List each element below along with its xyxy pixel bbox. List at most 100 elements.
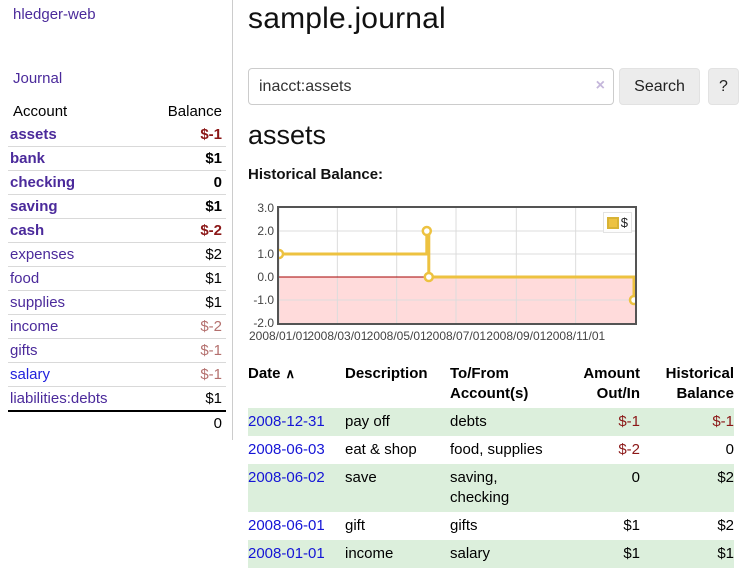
account-name-cell: assets [8, 123, 145, 147]
register-accounts: gifts [450, 517, 478, 534]
account-link-cash[interactable]: cash [10, 222, 45, 239]
search-button[interactable]: Search [619, 68, 700, 105]
account-link-supplies[interactable]: supplies [10, 294, 66, 311]
accounts-header-account: Account [13, 103, 68, 120]
y-tick-label: 0.0 [257, 270, 274, 284]
register-date-cell: 2008-01-01 [248, 540, 345, 568]
account-name-cell: food [8, 267, 145, 291]
account-link-food[interactable]: food [10, 270, 40, 287]
register-balance: $1 [717, 545, 734, 562]
x-tick-label: 2008/09/01 [486, 329, 547, 343]
account-link-liabilities-debts[interactable]: liabilities:debts [10, 390, 108, 407]
account-link-income[interactable]: income [10, 318, 59, 335]
accounts-balance-table: Account Balance assets $-1 bank $1 checking 0… [8, 100, 226, 435]
account-balance: $-1 [200, 366, 222, 383]
legend-label: $ [620, 215, 628, 230]
account-link-assets[interactable]: assets [10, 126, 57, 143]
y-tick-label: -1.0 [253, 293, 274, 307]
register-header-date-label: Date [248, 365, 281, 382]
register-table: Date ∧ Description To/From Account(s) Amo… [248, 360, 734, 568]
register-balance: $-1 [712, 413, 734, 430]
register-balance: $2 [717, 517, 734, 534]
register-row: 2008-01-01 income salary $1 $1 [248, 540, 734, 568]
register-row: 2008-12-31 pay off debts $-1 $-1 [248, 408, 734, 436]
account-balance: 0 [213, 174, 222, 191]
register-header-description: Description [345, 365, 428, 382]
register-description: gift [345, 517, 366, 534]
search-input[interactable] [248, 68, 614, 105]
account-name-cell: checking [8, 171, 145, 195]
search-box: × [248, 68, 614, 105]
x-tick-label: 2008/03/01 [307, 329, 368, 343]
x-tick-label: 2008/05/01 [366, 329, 427, 343]
account-row: food $1 [8, 266, 226, 291]
transaction-date-link[interactable]: 2008-06-01 [248, 517, 325, 534]
account-link-salary[interactable]: salary [10, 366, 51, 383]
register-description: eat & shop [345, 441, 417, 458]
account-balance: $1 [205, 150, 222, 167]
data-point-marker[interactable] [279, 248, 285, 260]
account-name-cell: gifts [8, 339, 145, 363]
account-link-checking[interactable]: checking [10, 174, 76, 191]
account-balance: $1 [205, 294, 222, 311]
sidebar-item-journal[interactable]: Journal [13, 70, 63, 87]
register-amount: $-1 [618, 413, 640, 430]
register-date-cell: 2008-06-03 [248, 436, 345, 464]
account-name-cell: supplies [8, 291, 145, 315]
app-brand-link[interactable]: hledger-web [13, 6, 96, 23]
clear-search-icon[interactable]: × [595, 77, 605, 94]
transaction-date-link[interactable]: 2008-06-03 [248, 441, 325, 458]
register-accounts: salary [450, 545, 491, 562]
accounts-header-row: Account Balance [8, 100, 226, 123]
account-link-saving[interactable]: saving [10, 198, 58, 215]
register-header-amount: Amount Out/In [583, 365, 640, 402]
data-point-marker[interactable] [423, 271, 435, 283]
register-date-cell: 2008-12-31 [248, 408, 345, 436]
account-name-cell: salary [8, 363, 145, 387]
chart-heading: Historical Balance: [248, 166, 384, 183]
transaction-date-link[interactable]: 2008-01-01 [248, 545, 325, 562]
account-row: assets $-1 [8, 123, 226, 147]
register-balance: 0 [725, 441, 734, 458]
register-amount: $1 [623, 545, 640, 562]
register-description: pay off [345, 413, 390, 430]
account-link-bank[interactable]: bank [10, 150, 46, 167]
account-name-cell: cash [8, 219, 145, 243]
search-bar: × Search ? [248, 68, 739, 105]
accounts-total-value: 0 [213, 415, 222, 432]
account-link-expenses[interactable]: expenses [10, 246, 75, 263]
chart-canvas[interactable] [279, 208, 635, 323]
account-row: liabilities:debts $1 [8, 386, 226, 412]
data-point-marker[interactable] [421, 225, 433, 237]
help-button[interactable]: ? [708, 68, 739, 105]
x-tick-label: 2008/07/01 [425, 329, 487, 343]
register-description: income [345, 545, 394, 562]
chart-plot-area[interactable]: $ [277, 206, 637, 325]
sort-asc-icon: ∧ [285, 366, 296, 381]
data-point-marker[interactable] [628, 294, 635, 306]
x-tick-label: 2008/11/01 [546, 329, 606, 343]
accounts-total-row: 0 [8, 411, 226, 435]
register-row: 2008-06-01 gift gifts $1 $2 [248, 512, 734, 540]
account-row: cash $-2 [8, 218, 226, 243]
register-header-date[interactable]: Date ∧ [248, 360, 345, 408]
page-title: sample.journal [248, 2, 446, 35]
sidebar: hledger-web Journal Account Balance asse… [0, 0, 233, 440]
register-date-cell: 2008-06-01 [248, 512, 345, 540]
account-link-gifts[interactable]: gifts [10, 342, 38, 359]
main-content: sample.journal × Search ? assets Histori… [248, 0, 739, 582]
transaction-date-link[interactable]: 2008-06-02 [248, 469, 325, 486]
chart-legend: $ [602, 212, 632, 233]
account-row: bank $1 [8, 146, 226, 171]
transaction-date-link[interactable]: 2008-12-31 [248, 413, 325, 430]
register-amount: $-2 [618, 441, 640, 458]
register-row: 2008-06-02 save saving, checking 0 $2 [248, 464, 734, 512]
register-description: save [345, 469, 377, 486]
register-header-accounts: To/From Account(s) [450, 365, 529, 402]
register-amount: $1 [623, 517, 640, 534]
register-row: 2008-06-03 eat & shop food, supplies $-2 0 [248, 436, 734, 464]
account-balance: $2 [205, 246, 222, 263]
accounts-header-balance: Balance [167, 103, 222, 120]
accounts-total-spacer [8, 411, 145, 435]
register-date-cell: 2008-06-02 [248, 464, 345, 512]
